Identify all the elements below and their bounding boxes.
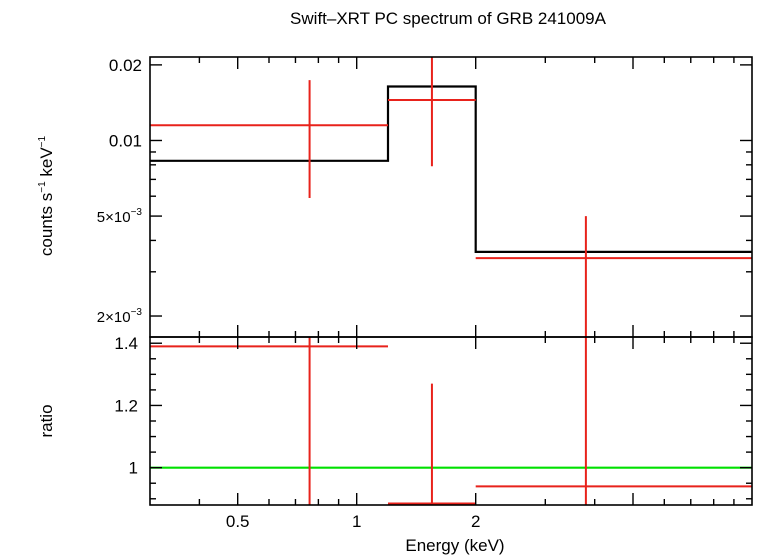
- top-ylabel: counts s−1 keV−1: [37, 135, 56, 256]
- top-y-tick-label: 5×10−3: [97, 207, 143, 226]
- xlabel: Energy (keV): [405, 536, 504, 555]
- top-y-tick-label: 0.01: [109, 131, 142, 150]
- model-histogram: [150, 85, 752, 254]
- top-y-tick-mantissa: 2×10: [97, 309, 131, 326]
- bottom-y-tick-label: 1.2: [114, 396, 138, 415]
- top-y-tick-label: 0.02: [109, 56, 142, 75]
- bottom-ylabel: ratio: [37, 404, 56, 437]
- x-tick-label: 0.5: [226, 512, 250, 531]
- chart-title: Swift–XRT PC spectrum of GRB 241009A: [290, 9, 607, 28]
- bottom-y-tick-label: 1.4: [114, 334, 138, 353]
- x-tick-label: 2: [471, 512, 480, 531]
- top-y-tick-exponent: −3: [131, 307, 143, 318]
- bottom-y-tick-label: 1: [129, 459, 138, 478]
- top-y-tick-mantissa: 5×10: [97, 209, 131, 226]
- x-tick-label: 1: [352, 512, 361, 531]
- top-y-tick-label: 2×10−3: [97, 307, 143, 326]
- bottom-panel-frame: [149, 336, 753, 506]
- top-y-tick-exponent: −3: [131, 207, 143, 218]
